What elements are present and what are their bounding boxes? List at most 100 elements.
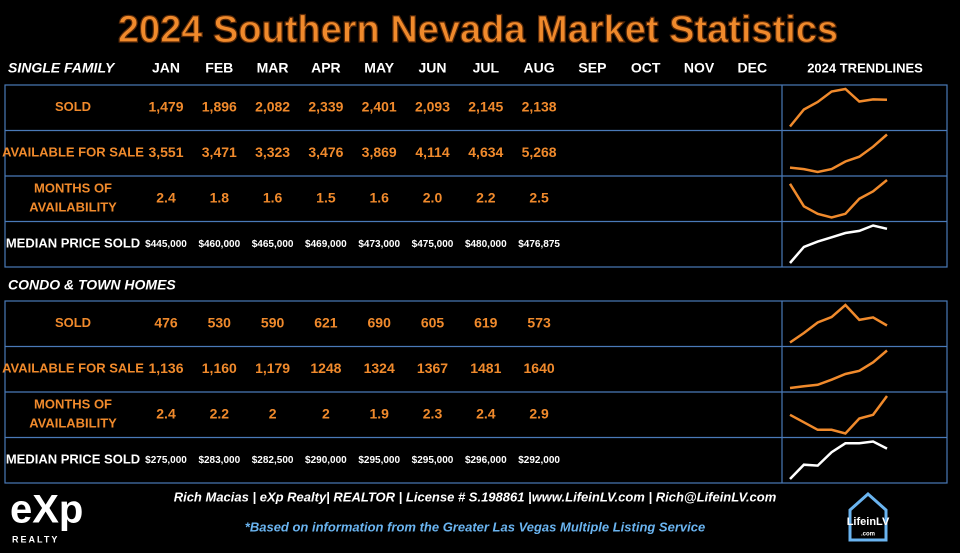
cell-value: 1324 — [364, 360, 395, 376]
cell-value: 1640 — [524, 360, 555, 376]
trendline — [788, 179, 888, 219]
footer-note: *Based on information from the Greater L… — [245, 519, 705, 534]
cell-value: 1.6 — [369, 189, 389, 205]
cell-value: 1367 — [417, 360, 448, 376]
month-header: JAN — [152, 60, 180, 76]
row-label: SOLD — [55, 315, 91, 330]
cell-value: 2.2 — [210, 405, 230, 421]
cell-value: 2,145 — [468, 98, 503, 114]
trendline — [789, 87, 888, 128]
cell-value: $296,000 — [465, 455, 507, 466]
month-header: SEP — [578, 60, 606, 76]
cell-value: $292,000 — [518, 455, 560, 466]
cell-value: 5,268 — [522, 144, 557, 160]
trendline — [789, 395, 889, 435]
trendline — [789, 224, 888, 264]
cell-value: 2 — [269, 405, 277, 421]
cell-value: 1481 — [470, 360, 501, 376]
cell-value: 1,479 — [148, 98, 183, 114]
cell-value: 3,476 — [308, 144, 343, 160]
month-header: APR — [311, 60, 341, 76]
cell-value: 3,869 — [362, 144, 397, 160]
logo-right-sub: .com — [861, 532, 875, 538]
row-label: AVAILABLE FOR SALE — [2, 145, 144, 160]
cell-value: 2.0 — [423, 189, 443, 205]
cell-value: 605 — [421, 314, 445, 330]
logo-left: eXp — [10, 488, 83, 532]
cell-value: 2.4 — [156, 189, 176, 205]
section-name: SINGLE FAMILY — [8, 60, 116, 76]
row-label: AVAILABLE FOR SALE — [2, 361, 144, 376]
row-label: MEDIAN PRICE SOLD — [6, 452, 140, 467]
cell-value: 1.5 — [316, 189, 336, 205]
cell-value: $282,500 — [252, 455, 294, 466]
cell-value: 1,179 — [255, 360, 290, 376]
month-header: FEB — [205, 60, 233, 76]
cell-value: 476 — [154, 314, 178, 330]
section-name: CONDO & TOWN HOMES — [8, 277, 176, 293]
cell-value: $480,000 — [465, 239, 507, 250]
logo-left-sub: REALTY — [12, 534, 59, 544]
cell-value: $469,000 — [305, 239, 347, 250]
month-header: NOV — [684, 60, 715, 76]
cell-value: 619 — [474, 314, 498, 330]
cell-value: $476,875 — [518, 239, 560, 250]
cell-value: $295,000 — [358, 455, 400, 466]
trendlines-header: 2024 TRENDLINES — [807, 60, 923, 75]
cell-value: 690 — [368, 314, 392, 330]
cell-value: 2 — [322, 405, 330, 421]
title: 2024 Southern Nevada Market Statistics — [118, 9, 838, 51]
logo-house — [848, 491, 888, 542]
cell-value: $475,000 — [412, 239, 454, 250]
cell-value: $460,000 — [198, 239, 240, 250]
cell-value: $473,000 — [358, 239, 400, 250]
cell-value: $290,000 — [305, 455, 347, 466]
cell-value: 590 — [261, 314, 285, 330]
row-label: AVAILABILITY — [29, 200, 117, 215]
cell-value: 4,634 — [468, 144, 503, 160]
month-header: AUG — [524, 60, 555, 76]
cell-value: 3,551 — [148, 144, 183, 160]
month-header: MAY — [364, 60, 394, 76]
cell-value: 1,136 — [148, 360, 183, 376]
cell-value: 621 — [314, 314, 338, 330]
cell-value: $275,000 — [145, 455, 187, 466]
cell-value: 2.9 — [529, 405, 549, 421]
cell-value: 3,323 — [255, 144, 290, 160]
trendline — [789, 133, 888, 174]
trendline — [789, 303, 888, 344]
cell-value: 2,093 — [415, 98, 450, 114]
cell-value: 2.5 — [529, 189, 549, 205]
trendline — [789, 440, 888, 480]
cell-value: 1248 — [310, 360, 341, 376]
row-label: AVAILABILITY — [29, 416, 117, 431]
cell-value: 2,339 — [308, 98, 343, 114]
trendline — [789, 349, 888, 390]
cell-value: $445,000 — [145, 239, 187, 250]
cell-value: 573 — [527, 314, 551, 330]
row-label: MONTHS OF — [34, 181, 112, 196]
cell-value: 4,114 — [415, 144, 449, 160]
cell-value: 2,401 — [362, 98, 397, 114]
month-header: DEC — [738, 60, 768, 76]
cell-value: 2.2 — [476, 189, 496, 205]
cell-value: 3,471 — [202, 144, 237, 160]
month-header: JUN — [418, 60, 446, 76]
month-header: OCT — [631, 60, 661, 76]
footer-contact: Rich Macias | eXp Realty| REALTOR | Lice… — [174, 489, 777, 504]
logo-right: LifeinLV — [847, 516, 890, 528]
cell-value: 2.4 — [476, 405, 496, 421]
cell-value: 1.6 — [263, 189, 283, 205]
cell-value: 1,896 — [202, 98, 237, 114]
cell-value: $283,000 — [198, 455, 240, 466]
cell-value: 2,082 — [255, 98, 290, 114]
row-label: MEDIAN PRICE SOLD — [6, 236, 140, 251]
cell-value: 2.4 — [156, 405, 176, 421]
cell-value: 1.9 — [369, 405, 389, 421]
cell-value: 2,138 — [522, 98, 557, 114]
row-label: SOLD — [55, 99, 91, 114]
month-header: JUL — [473, 60, 500, 76]
cell-value: 530 — [208, 314, 232, 330]
